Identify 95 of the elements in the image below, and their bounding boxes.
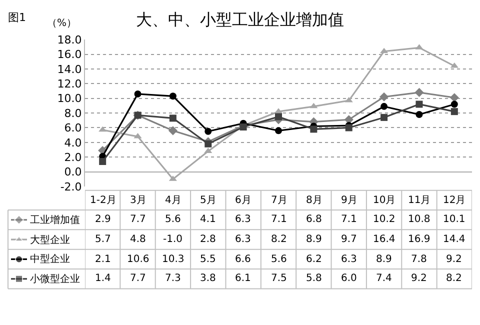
data-label: 7.1 [341,214,357,225]
point [414,88,424,98]
data-label: 10.8 [408,214,430,225]
data-label: 7.1 [271,214,287,225]
point [275,113,282,120]
data-label: 8.2 [271,234,287,245]
point [240,123,247,130]
data-label: 4.1 [200,214,216,225]
data-label: 7.5 [271,273,287,284]
data-label: 1.4 [95,273,111,284]
data-label: 5.8 [306,273,322,284]
data-label: 7.7 [130,273,146,284]
data-label: 9.7 [341,234,357,245]
data-label: 7.7 [130,214,146,225]
chart-title: 大、中、小型工业企业增加值 [136,10,344,29]
y-tick-label: 14.0 [57,62,82,76]
data-label: 7.4 [376,273,392,284]
point [310,126,318,133]
x-tick-label: 11月 [408,195,431,206]
point [99,158,106,166]
data-label: 2.8 [200,234,216,245]
y-tick-label: 0.0 [64,166,82,179]
legend-label: 工业增加值 [30,214,80,226]
x-tick-label: 5月 [200,195,216,206]
point [450,100,458,108]
data-label: 6.1 [235,273,251,284]
point [380,114,388,121]
data-label: 5.5 [200,254,216,265]
point [380,102,388,110]
data-label: 6.6 [235,254,251,265]
legend-label: 大型企业 [30,234,70,246]
x-tick-label: 6月 [235,195,252,206]
data-label: 4.8 [130,234,146,245]
point [275,127,282,134]
data-label: 8.9 [376,254,392,265]
x-tick-label: 1-2月 [90,195,116,206]
y-tick-label: 6.0 [64,122,82,135]
data-label: 6.3 [341,254,357,265]
data-label: 10.6 [127,254,150,265]
y-tick-label: 4.0 [64,136,82,150]
y-tick-label: 18.0 [57,33,82,46]
y-tick-label: 12.0 [57,78,82,91]
data-label: 2.1 [95,254,111,265]
point [98,126,107,132]
data-label: 7.3 [165,273,181,284]
point [134,90,142,98]
point [168,126,178,136]
data-label: 5.6 [271,254,287,265]
point [169,92,176,100]
data-label: 10.1 [443,214,466,225]
point [416,111,423,118]
x-tick-label: 8月 [306,195,322,206]
data-label: -1.0 [163,234,183,245]
y-axis-title: （%） [47,18,77,29]
y-tick-label: -2.0 [60,180,82,194]
data-label: 5.7 [95,234,111,245]
data-label: 7.8 [411,254,427,265]
point [204,140,212,148]
data-label: 9.2 [446,254,462,265]
data-label: 6.8 [306,214,322,225]
x-tick-label: 10月 [373,195,396,206]
y-tick-label: 10.0 [57,92,82,106]
point [380,48,388,54]
data-label: 5.6 [165,214,181,225]
x-tick-label: 12月 [443,195,466,206]
data-label: 6.0 [341,273,357,284]
caption: 图1 [8,11,26,24]
point [204,128,212,135]
point [416,100,423,108]
data-label: 8.2 [446,273,462,284]
data-label: 6.2 [306,254,322,265]
x-tick-label: 7月 [271,195,288,206]
data-label: 9.2 [411,273,427,284]
point [450,108,458,116]
data-label: 16.4 [373,234,396,245]
y-tick-label: 2.0 [64,150,82,164]
data-label: 14.4 [443,234,466,245]
data-label: 2.9 [95,214,111,225]
x-tick-label: 9月 [341,195,358,206]
data-label: 16.9 [408,234,430,245]
x-tick-label: 3月 [130,195,146,206]
y-tick-label: 16.0 [57,48,82,62]
data-label: 6.3 [235,234,251,245]
point [310,102,318,108]
data-label: 8.9 [306,234,322,245]
data-label: 3.8 [200,273,216,284]
x-tick-label: 4月 [165,195,182,206]
point [380,92,389,102]
legend-label: 小微型企业 [30,273,80,285]
legend-label: 中型企业 [30,253,70,265]
point [169,114,176,122]
data-label: 10.3 [162,254,184,265]
y-tick-label: 8.0 [64,106,82,120]
data-label: 6.3 [235,214,251,225]
data-label: 10.2 [373,214,396,225]
